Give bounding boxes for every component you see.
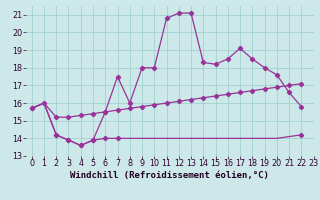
X-axis label: Windchill (Refroidissement éolien,°C): Windchill (Refroidissement éolien,°C) xyxy=(70,171,269,180)
